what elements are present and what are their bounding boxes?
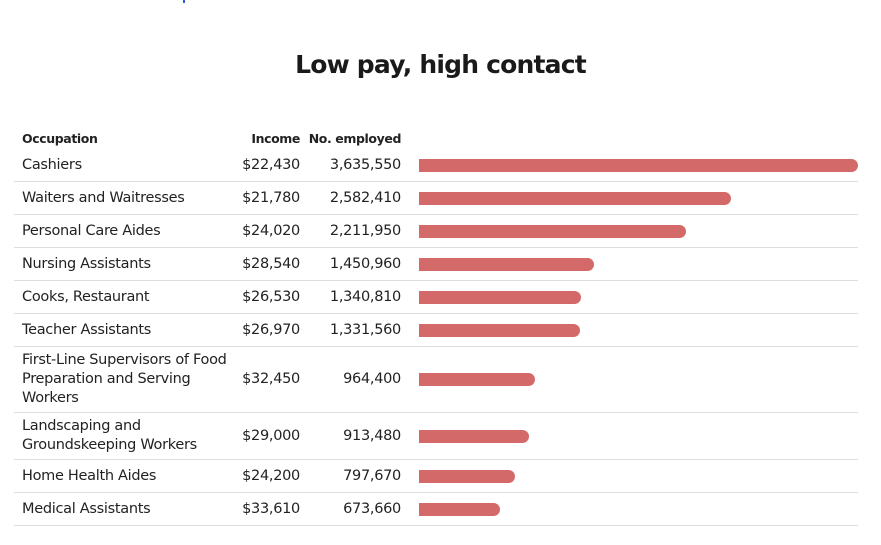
employment-bar xyxy=(419,502,500,516)
occupation-cell: Waiters and Waitresses xyxy=(22,189,185,206)
table-row: Cooks, Restaurant $26,530 1,340,810 xyxy=(14,281,858,314)
employed-cell: 964,400 xyxy=(343,371,401,387)
income-cell: $24,020 xyxy=(242,222,300,239)
table-row: Home Health Aides $24,200 797,670 xyxy=(14,460,858,493)
employment-bar xyxy=(419,224,686,238)
occupation-cell: Nursing Assistants xyxy=(22,255,151,272)
table-row: Personal Care Aides $24,020 2,211,950 xyxy=(14,215,858,248)
income-cell: $32,450 xyxy=(242,371,300,387)
income-cell: $26,970 xyxy=(242,321,300,338)
occupation-cell: Home Health Aides xyxy=(22,467,157,484)
table-row: Nursing Assistants $28,540 1,450,960 xyxy=(14,248,858,281)
employment-bar xyxy=(419,469,515,483)
table-row: Medical Assistants $33,610 673,660 xyxy=(14,493,858,526)
employed-cell: 797,670 xyxy=(343,467,401,484)
income-cell: $24,200 xyxy=(242,467,300,484)
income-cell: $22,430 xyxy=(242,156,300,173)
employed-cell: 1,331,560 xyxy=(329,321,401,338)
employed-cell: 2,582,410 xyxy=(329,189,401,206)
employment-bar xyxy=(419,373,535,386)
link-marker xyxy=(183,0,185,3)
occupation-cell: Personal Care Aides xyxy=(22,222,161,239)
employment-bar xyxy=(419,429,529,443)
income-cell: $29,000 xyxy=(242,427,300,444)
employed-cell: 1,450,960 xyxy=(329,255,401,272)
occupation-cell: Medical Assistants xyxy=(22,500,151,517)
employed-cell: 913,480 xyxy=(343,427,401,444)
table-row: Landscaping and Groundskeeping Workers $2… xyxy=(14,413,858,460)
table-row: Teacher Assistants $26,970 1,331,560 xyxy=(14,314,858,347)
employed-cell: 673,660 xyxy=(343,500,401,517)
occupation-cell: Cooks, Restaurant xyxy=(22,288,150,305)
income-cell: $26,530 xyxy=(242,288,300,305)
employed-cell: 3,635,550 xyxy=(329,156,401,173)
occupation-cell: Cashiers xyxy=(22,156,82,173)
income-cell: $33,610 xyxy=(242,500,300,517)
occupation-cell: Landscaping and Groundskeeping Workers xyxy=(22,418,197,453)
employment-bar xyxy=(419,158,858,172)
employed-cell: 2,211,950 xyxy=(329,222,401,239)
employment-bar xyxy=(419,290,581,304)
table-row: First-Line Supervisors of Food Preparati… xyxy=(14,347,858,413)
employment-bar xyxy=(419,323,580,337)
occupation-cell: Teacher Assistants xyxy=(22,321,152,338)
table-row: Cashiers $22,430 3,635,550 xyxy=(14,149,858,182)
header-occupation: Occupation xyxy=(22,131,98,146)
employment-bar xyxy=(419,191,731,205)
employed-cell: 1,340,810 xyxy=(329,288,401,305)
income-cell: $28,540 xyxy=(242,255,300,272)
header-employed: No. employed xyxy=(308,131,402,146)
employment-bar xyxy=(419,257,594,271)
header-income: Income xyxy=(251,131,300,146)
chart-title: Low pay, high contact xyxy=(295,50,587,79)
occupation-cell: First-Line Supervisors of Food Preparati… xyxy=(22,352,227,406)
income-cell: $21,780 xyxy=(242,189,300,206)
table-row: Waiters and Waitresses $21,780 2,582,410 xyxy=(14,182,858,215)
